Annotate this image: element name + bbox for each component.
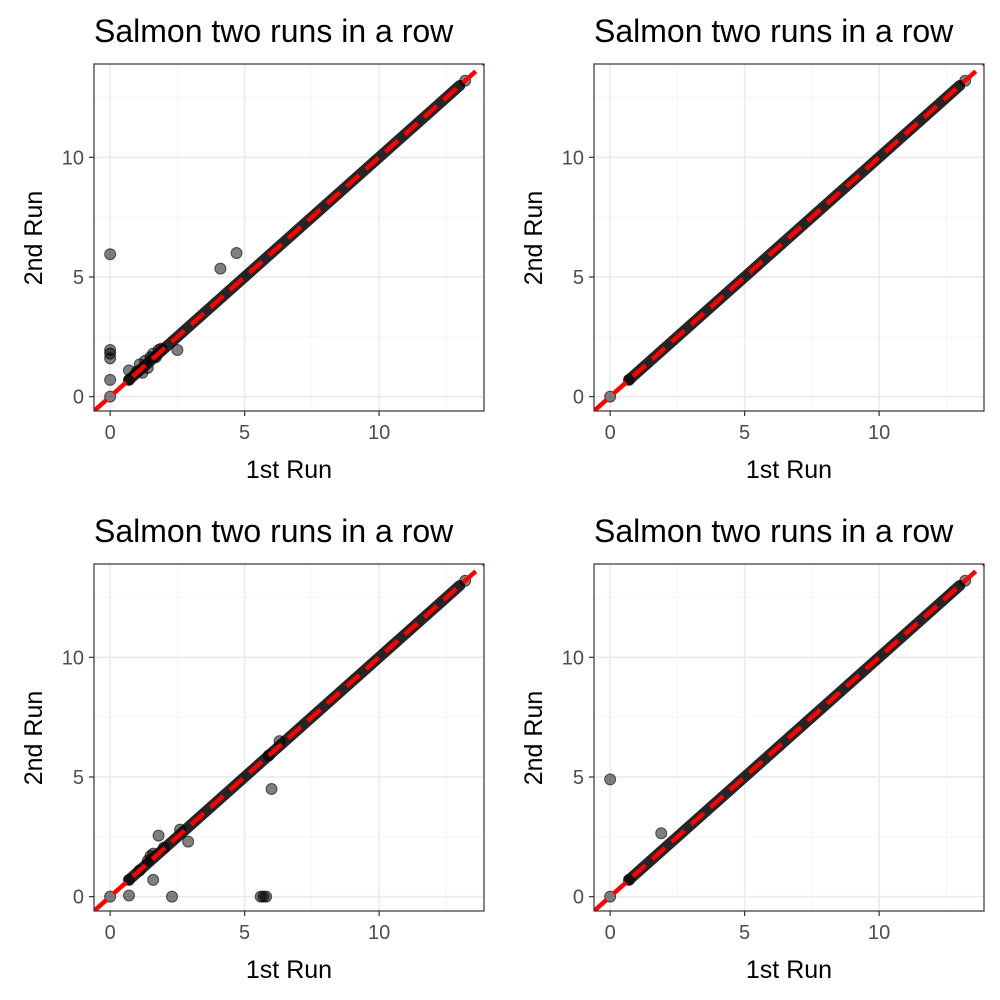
chart-title: Salmon two runs in a row [594, 513, 954, 549]
plot-area: 0 5 10 0 5 10 [562, 63, 985, 444]
y-axis-label: 2nd Run [520, 691, 548, 786]
x-tick-label: 10 [368, 422, 390, 444]
plot-area: 0 5 10 0 5 10 [62, 563, 485, 944]
data-point [655, 827, 668, 840]
x-axis-label: 1st Run [746, 956, 832, 984]
data-layer [594, 64, 984, 411]
data-point [265, 782, 278, 795]
grid [594, 564, 984, 911]
data-point [104, 390, 117, 403]
y-axis-label: 2nd Run [520, 191, 548, 286]
data-point [152, 829, 165, 842]
x-tick-label: 5 [739, 922, 750, 944]
plot-area: 0 5 10 0 5 10 [62, 63, 485, 444]
panel-border [93, 563, 485, 912]
x-tick-label: 10 [868, 922, 890, 944]
x-tick-label: 0 [105, 422, 116, 444]
x-tick-label: 0 [105, 922, 116, 944]
chart-title: Salmon two runs in a row [94, 13, 454, 49]
panel-3: Salmon two runs in a row 1st Run 2nd Run… [20, 513, 485, 984]
data-layer [94, 564, 484, 911]
panel-border [593, 63, 985, 412]
chart-title: Salmon two runs in a row [94, 513, 454, 549]
data-point [104, 248, 117, 261]
data-point [604, 773, 617, 786]
x-tick-label: 5 [239, 422, 250, 444]
y-tick-label: 5 [573, 267, 584, 289]
panel-border [93, 63, 485, 412]
grid [594, 64, 984, 411]
chart-title: Salmon two runs in a row [594, 13, 954, 49]
data-point [147, 873, 160, 886]
reference-line [94, 64, 484, 411]
y-tick-label: 5 [73, 767, 84, 789]
x-tick-label: 10 [868, 422, 890, 444]
y-tick-label: 0 [73, 387, 84, 409]
x-tick-label: 10 [368, 922, 390, 944]
data-point [104, 890, 117, 903]
y-tick-label: 10 [62, 647, 84, 669]
reference-line [594, 64, 984, 411]
plot-area: 0 5 10 0 5 10 [562, 563, 985, 944]
data-point [166, 890, 178, 903]
x-tick-label: 0 [605, 922, 616, 944]
grid [94, 564, 484, 911]
panel-1: Salmon two runs in a row 1st Run 2nd Run… [20, 13, 485, 484]
data-point [182, 835, 195, 848]
y-tick-label: 0 [573, 887, 584, 909]
panel-2: Salmon two runs in a row 1st Run 2nd Run… [520, 13, 985, 484]
data-point [171, 343, 184, 356]
data-point [260, 890, 273, 903]
y-tick-label: 10 [562, 147, 584, 169]
y-tick-label: 5 [73, 267, 84, 289]
data-point [104, 352, 117, 365]
data-layer [594, 564, 984, 911]
data-point [104, 373, 117, 386]
data-point [230, 247, 243, 260]
data-point [214, 262, 227, 275]
y-axis-label: 2nd Run [20, 191, 48, 286]
grid [94, 64, 484, 411]
y-tick-label: 5 [573, 767, 584, 789]
x-tick-label: 5 [239, 922, 250, 944]
data-point [604, 390, 617, 403]
x-axis-label: 1st Run [246, 956, 332, 984]
x-axis-label: 1st Run [246, 456, 332, 484]
reference-line [94, 564, 484, 911]
y-tick-label: 0 [73, 887, 84, 909]
reference-line [594, 564, 984, 911]
x-axis-label: 1st Run [746, 456, 832, 484]
data-point [604, 890, 617, 903]
y-tick-label: 0 [573, 387, 584, 409]
data-layer [94, 64, 484, 411]
x-tick-label: 5 [739, 422, 750, 444]
y-axis-label: 2nd Run [20, 691, 48, 786]
x-tick-label: 0 [605, 422, 616, 444]
panel-4: Salmon two runs in a row 1st Run 2nd Run… [520, 513, 985, 984]
panel-border [593, 563, 985, 912]
y-tick-label: 10 [62, 147, 84, 169]
data-point [122, 889, 135, 902]
y-tick-label: 10 [562, 647, 584, 669]
